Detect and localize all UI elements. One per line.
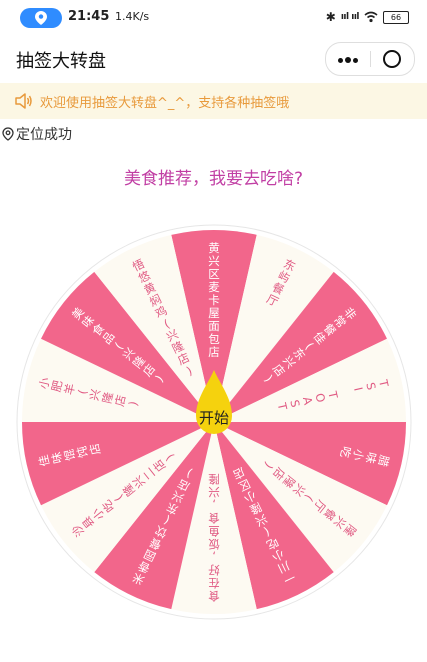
wheel-item-label: 一川小吃(兴隆小区店 bbox=[230, 465, 298, 588]
wheel-segment bbox=[214, 422, 334, 610]
location-status-text: 定位成功 bbox=[16, 127, 72, 143]
wheel-item: 佳味馄饨店 bbox=[36, 441, 103, 468]
system-icons: ✱ ııl ııl 66 bbox=[326, 9, 409, 25]
target-icon bbox=[383, 50, 401, 68]
dot-icon bbox=[345, 57, 351, 63]
wheel-item-label: 小肥羊(兴隆店) bbox=[36, 376, 141, 411]
wheel-item-label: 黄兴区麦卡屋面包店 bbox=[208, 241, 220, 359]
more-options-button[interactable] bbox=[326, 43, 370, 75]
wheel-segment bbox=[94, 422, 214, 610]
location-indicator bbox=[20, 8, 62, 28]
mini-program-capsule bbox=[325, 42, 415, 76]
wheel-segment bbox=[94, 234, 214, 422]
page-title: 抽签大转盘 bbox=[16, 51, 106, 72]
lottery-wheel[interactable]: 黄兴区麦卡屋面包店 东屿餐厅 非常餐佳(东兴店) TSI TOAST 腊味小吃 隆兴餐厅… bbox=[14, 222, 414, 622]
wheel-segment bbox=[41, 422, 214, 573]
notice-bar: 欢迎使用抽签大转盘^_^，支持各种抽签哦 bbox=[0, 83, 427, 119]
wheel-item: 小肥羊(兴隆店) bbox=[36, 376, 141, 411]
wheel-item: 一川小吃(兴隆小区店 bbox=[230, 465, 298, 588]
wheel-segments bbox=[22, 230, 406, 614]
wheel-segment bbox=[214, 422, 387, 573]
wheel-item-label: 腊味小吃 bbox=[337, 445, 391, 468]
dot-icon bbox=[353, 58, 358, 63]
location-pin-icon bbox=[35, 11, 47, 25]
wheel-item-label: 食在好,饭鱼食,兴隆 bbox=[208, 472, 220, 603]
wheel-segment bbox=[171, 230, 257, 422]
wheel-item-label: TSI TOAST bbox=[274, 377, 391, 412]
wheel-segment bbox=[22, 338, 214, 422]
wheel-item: 腊味小吃 bbox=[337, 445, 391, 468]
wheel-item: TSI TOAST bbox=[274, 377, 391, 412]
wheel-segment bbox=[41, 271, 214, 422]
navigation-bar: 抽签大转盘 bbox=[0, 38, 427, 80]
wheel-item: 食在好,饭鱼食,兴隆 bbox=[208, 472, 220, 603]
location-pin-icon bbox=[2, 127, 14, 141]
wheel-item-label: 佳味馄饨店 bbox=[36, 441, 103, 467]
capsule-divider bbox=[370, 51, 371, 67]
wheel-segment bbox=[171, 422, 257, 614]
clock-time: 21:45 bbox=[68, 9, 110, 24]
bluetooth-icon: ✱ bbox=[325, 10, 336, 24]
status-bar: 21:45 1.4K/s ✱ ııl ııl 66 bbox=[0, 0, 427, 34]
wheel-item: 悟悠黄焖鸡(兴隆店) bbox=[130, 256, 198, 379]
start-spin-button[interactable]: 开始 bbox=[196, 370, 232, 434]
wheel-item-label: 东屿餐厅 bbox=[264, 256, 298, 309]
dot-icon bbox=[338, 58, 343, 63]
wheel-segment bbox=[214, 234, 334, 422]
network-speed: 1.4K/s bbox=[115, 10, 150, 23]
wheel-prompt: 美食推荐，我要去吃啥? bbox=[123, 169, 304, 189]
battery-indicator: 66 bbox=[383, 10, 409, 24]
wheel-segment bbox=[22, 422, 214, 506]
speaker-icon bbox=[15, 93, 32, 109]
wheel-segment bbox=[214, 271, 387, 422]
notice-text: 欢迎使用抽签大转盘^_^，支持各种抽签哦 bbox=[40, 96, 290, 111]
signal-icon: ııl ııl bbox=[340, 12, 360, 22]
pointer-icon bbox=[196, 370, 232, 434]
start-button-label: 开始 bbox=[199, 409, 229, 427]
wheel-item-label: 悟悠黄焖鸡(兴隆店) bbox=[130, 256, 198, 379]
wheel-segment bbox=[214, 422, 406, 506]
location-status: 定位成功 bbox=[2, 124, 72, 144]
wifi-icon bbox=[364, 11, 378, 23]
wheel-item: 黄兴区麦卡屋面包店 bbox=[208, 241, 220, 359]
wheel-segment bbox=[214, 338, 406, 422]
wheel-item: 东屿餐厅 bbox=[264, 256, 298, 309]
close-mini-program-button[interactable] bbox=[370, 43, 414, 75]
